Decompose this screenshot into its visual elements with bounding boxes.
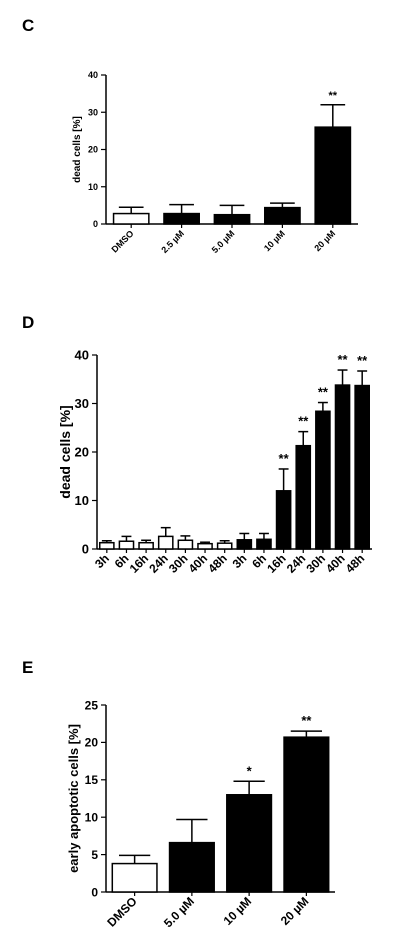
panel-d-bar: [275, 490, 292, 550]
bar-chart-c: 0 10 20 30 40 dead cells [%] DMSO 2.5 µM 5.0 µM 1…: [72, 70, 358, 255]
panel-e-significance-label: **: [301, 713, 312, 728]
panel-d-significance-label: **: [298, 414, 309, 429]
panel-d-bar: [177, 539, 194, 550]
panel-e-bar: [226, 794, 273, 893]
panel-c-category-label: 20 µM: [312, 228, 337, 253]
panel-letter-e: E: [22, 658, 34, 677]
panel-d-bar: [315, 410, 331, 550]
bar-chart-e: 0 5 10 15 20 25 early apoptotic cells [%] DMSO 5…: [66, 698, 335, 930]
panel-d-y-tick-label: 20: [75, 445, 89, 460]
panel-e-bar: [168, 841, 215, 893]
panel-d-bar: [157, 535, 174, 550]
panel-d-bar: [334, 384, 351, 550]
panel-c-y-axis-label: dead cells [%]: [72, 116, 83, 183]
panel-e-bar: [283, 736, 330, 893]
panel-c-category-label: 10 µM: [262, 228, 287, 253]
panel-c-bar: [264, 206, 301, 225]
panel-c-y-tick-label: 0: [93, 219, 98, 229]
panel-c-bar: [213, 213, 251, 225]
panel-d-y-axis-label: dead cells [%]: [57, 405, 73, 498]
panel-d-bar: [197, 542, 213, 550]
panel-e-y-tick-label: 20: [85, 736, 99, 750]
panel-d-category-label: 48h: [343, 551, 368, 576]
panel-d-y-tick-label: 10: [75, 493, 89, 508]
panel-e-y-tick-label: 25: [85, 698, 99, 712]
panel-e-y-tick-label: 15: [85, 773, 99, 787]
panel-e-y-tick-label: 0: [91, 885, 98, 899]
panel-letter-c: C: [22, 16, 35, 35]
panel-d-bar: [118, 540, 135, 550]
panel-c-bar: [163, 212, 200, 225]
panel-d-y-tick-label: 40: [75, 348, 89, 363]
panel-e-category-label: 10 µM: [221, 894, 255, 928]
panel-c-y-tick-label: 40: [88, 70, 98, 80]
panel-c-bar: [112, 212, 150, 225]
panel-c-category-label: 5.0 µM: [210, 228, 237, 255]
panel-d-category-label: 3h: [92, 551, 112, 571]
panel-c-y-tick-label: 20: [88, 145, 98, 155]
panel-e-category-label: 5.0 µM: [161, 894, 197, 930]
panel-letter-d: D: [22, 313, 35, 332]
panel-d-bar: [138, 541, 154, 550]
panel-e-y-axis-label: early apoptotic cells [%]: [66, 724, 81, 873]
panel-d-y-tick-label: 30: [75, 396, 89, 411]
panel-c-significance-label: **: [329, 90, 338, 102]
panel-d-significance-label: **: [337, 352, 348, 367]
panel-e-y-tick-label: 5: [91, 848, 98, 862]
panel-d-significance-label: **: [279, 451, 290, 466]
panel-c-bar: [314, 126, 352, 225]
panel-d-bar: [99, 541, 115, 550]
panel-c-category-label: DMSO: [109, 228, 135, 254]
panel-c-y-tick-label: 10: [88, 182, 98, 192]
panel-d-bar: [236, 539, 253, 550]
panel-d-bar: [354, 384, 371, 550]
panel-e-category-label: DMSO: [104, 894, 139, 929]
panel-e-category-label: 20 µM: [278, 894, 312, 928]
panel-d-bar: [295, 444, 312, 550]
panel-e-y-tick-label: 10: [85, 811, 99, 825]
panel-e-bar: [111, 862, 158, 893]
panel-c-y-tick-label: 30: [88, 107, 98, 117]
panel-d-significance-label: **: [357, 353, 368, 368]
panel-d-y-tick-label: 0: [82, 542, 89, 557]
panel-d-bar: [216, 542, 233, 550]
panel-e-significance-label: *: [247, 763, 253, 778]
panel-d-category-label: 3h: [230, 551, 250, 571]
panel-d-significance-label: **: [318, 385, 329, 400]
panel-d-bar: [256, 538, 272, 550]
panel-c-category-label: 2.5 µM: [159, 228, 186, 255]
panel-d-category-label: 48h: [205, 551, 230, 576]
